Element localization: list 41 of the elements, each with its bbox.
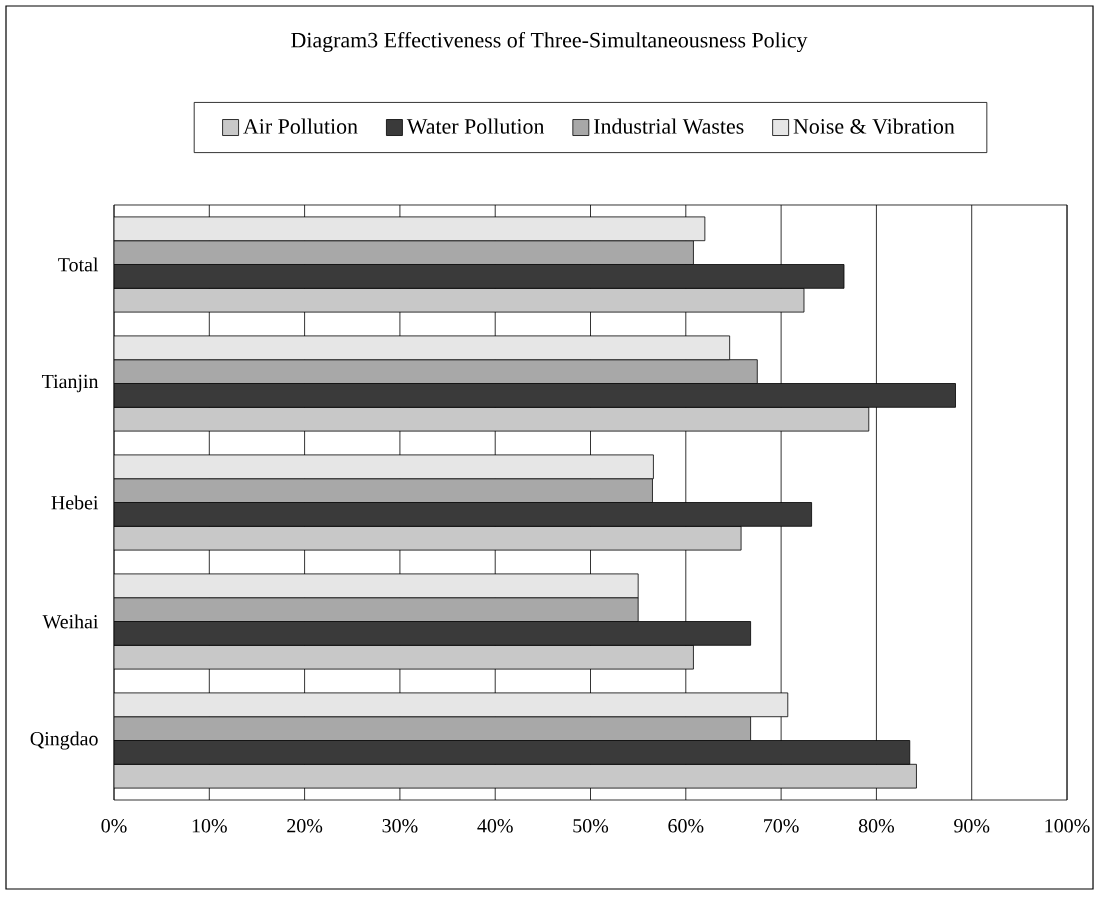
y-tick-label: Weihai: [42, 614, 99, 629]
bar: [114, 240, 694, 265]
y-tick-label: Total: [58, 257, 99, 272]
bar: [114, 740, 911, 765]
x-tick-label: 80%: [858, 819, 895, 833]
x-tick-label: 40%: [477, 819, 513, 833]
legend-label: Industrial Wastes: [594, 118, 744, 134]
bar: [114, 335, 731, 361]
x-tick-label: 30%: [382, 819, 418, 833]
legend-label: Water Pollution: [406, 118, 545, 134]
bar: [114, 216, 706, 242]
bar: [114, 621, 752, 646]
x-tick-label: 90%: [954, 819, 990, 833]
bar: [114, 502, 812, 527]
bar: [114, 478, 653, 503]
x-tick-label: 70%: [764, 819, 799, 833]
bar: [114, 644, 694, 670]
bar: [114, 383, 956, 408]
x-tick-label: 10%: [192, 819, 227, 833]
x-tick-label: 0%: [101, 819, 127, 833]
x-tick-label: 20%: [287, 819, 323, 833]
bar: [114, 525, 742, 551]
legend-label: Noise & Vibration: [793, 118, 955, 134]
x-tick-label: 50%: [573, 819, 609, 833]
bar: [114, 359, 758, 384]
y-tick-label: Hebei: [51, 495, 99, 510]
bar: [114, 692, 789, 718]
bar: [114, 454, 654, 480]
y-tick-label: Tianjin: [41, 374, 99, 393]
bar: [114, 264, 845, 289]
bar: [114, 287, 805, 313]
bar: [114, 597, 639, 622]
bar: [114, 763, 917, 789]
bar: [114, 573, 639, 599]
x-tick-label: 60%: [668, 819, 704, 833]
chart-title: Diagram3 Effectiveness of Three-Simultaneousness Policy: [291, 31, 808, 53]
y-tick-label: Qingdao: [30, 731, 98, 750]
bar: [114, 406, 870, 432]
legend-label: Air Pollution: [243, 118, 358, 134]
x-tick-label: 100%: [1045, 819, 1090, 833]
bar: [114, 716, 752, 741]
